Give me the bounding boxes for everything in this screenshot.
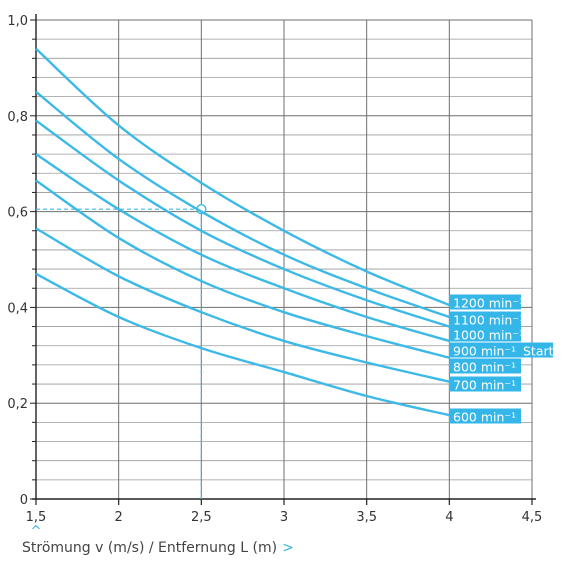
series-line-4 [35,179,450,359]
curve-label-bg [449,376,521,392]
start-label: Start [523,344,554,359]
x-tick-label: 2 [115,510,123,525]
axes [30,14,536,505]
curve-label: 900 min⁻¹ [453,344,516,359]
x-tick-label: 4,5 [522,510,543,525]
y-tick-label: 0,4 [7,301,28,316]
series-line-5 [35,227,450,383]
arrow-right-icon: > [282,540,294,556]
reference-lines [36,204,207,499]
x-axis-label: Strömung v (m/s) / Entfernung L (m) > [22,540,294,556]
y-tick-label: 0 [20,493,28,508]
curve-label-bg [449,294,521,310]
x-tick-label: 3 [280,510,288,525]
curve-label-bg [449,408,521,424]
curve-label-bg [449,342,521,358]
y-tick-label: 0,2 [7,397,28,412]
curve-label-bg [449,358,521,374]
series-line-2 [35,119,450,328]
y-tick-label: 0,8 [7,110,28,125]
curve-label-bg [449,311,521,327]
curve-label: 1000 min⁻¹ [453,328,524,343]
curve-label: 1100 min⁻¹ [453,313,524,328]
curves [35,47,450,417]
series-line-0 [35,47,450,307]
y-tick-label: 0,6 [7,206,28,221]
series-line-6 [35,272,450,417]
y-tick-label: 1,0 [7,14,28,29]
x-tick-label: 4 [445,510,453,525]
x-tick-label: 3,5 [356,510,377,525]
curve-label-bg [449,326,521,342]
start-label-bg [521,342,553,358]
caret-up-icon: ^ [31,524,42,539]
grid [36,19,533,499]
series-line-1 [35,90,450,319]
curve-label: 700 min⁻¹ [453,378,516,393]
tick-labels: 1,5 2 2,5 3 3,5 4 4,5 0 0,2 0,4 0,6 0,8 1,0 ^ [7,14,542,539]
curve-label: 600 min⁻¹ [453,410,516,425]
curve-label: 1200 min⁻¹ [453,296,524,311]
x-tick-label: 1,5 [26,510,47,525]
series-line-3 [35,153,450,343]
curve-label: 800 min⁻¹ [453,360,516,375]
x-tick-label: 2,5 [191,510,212,525]
